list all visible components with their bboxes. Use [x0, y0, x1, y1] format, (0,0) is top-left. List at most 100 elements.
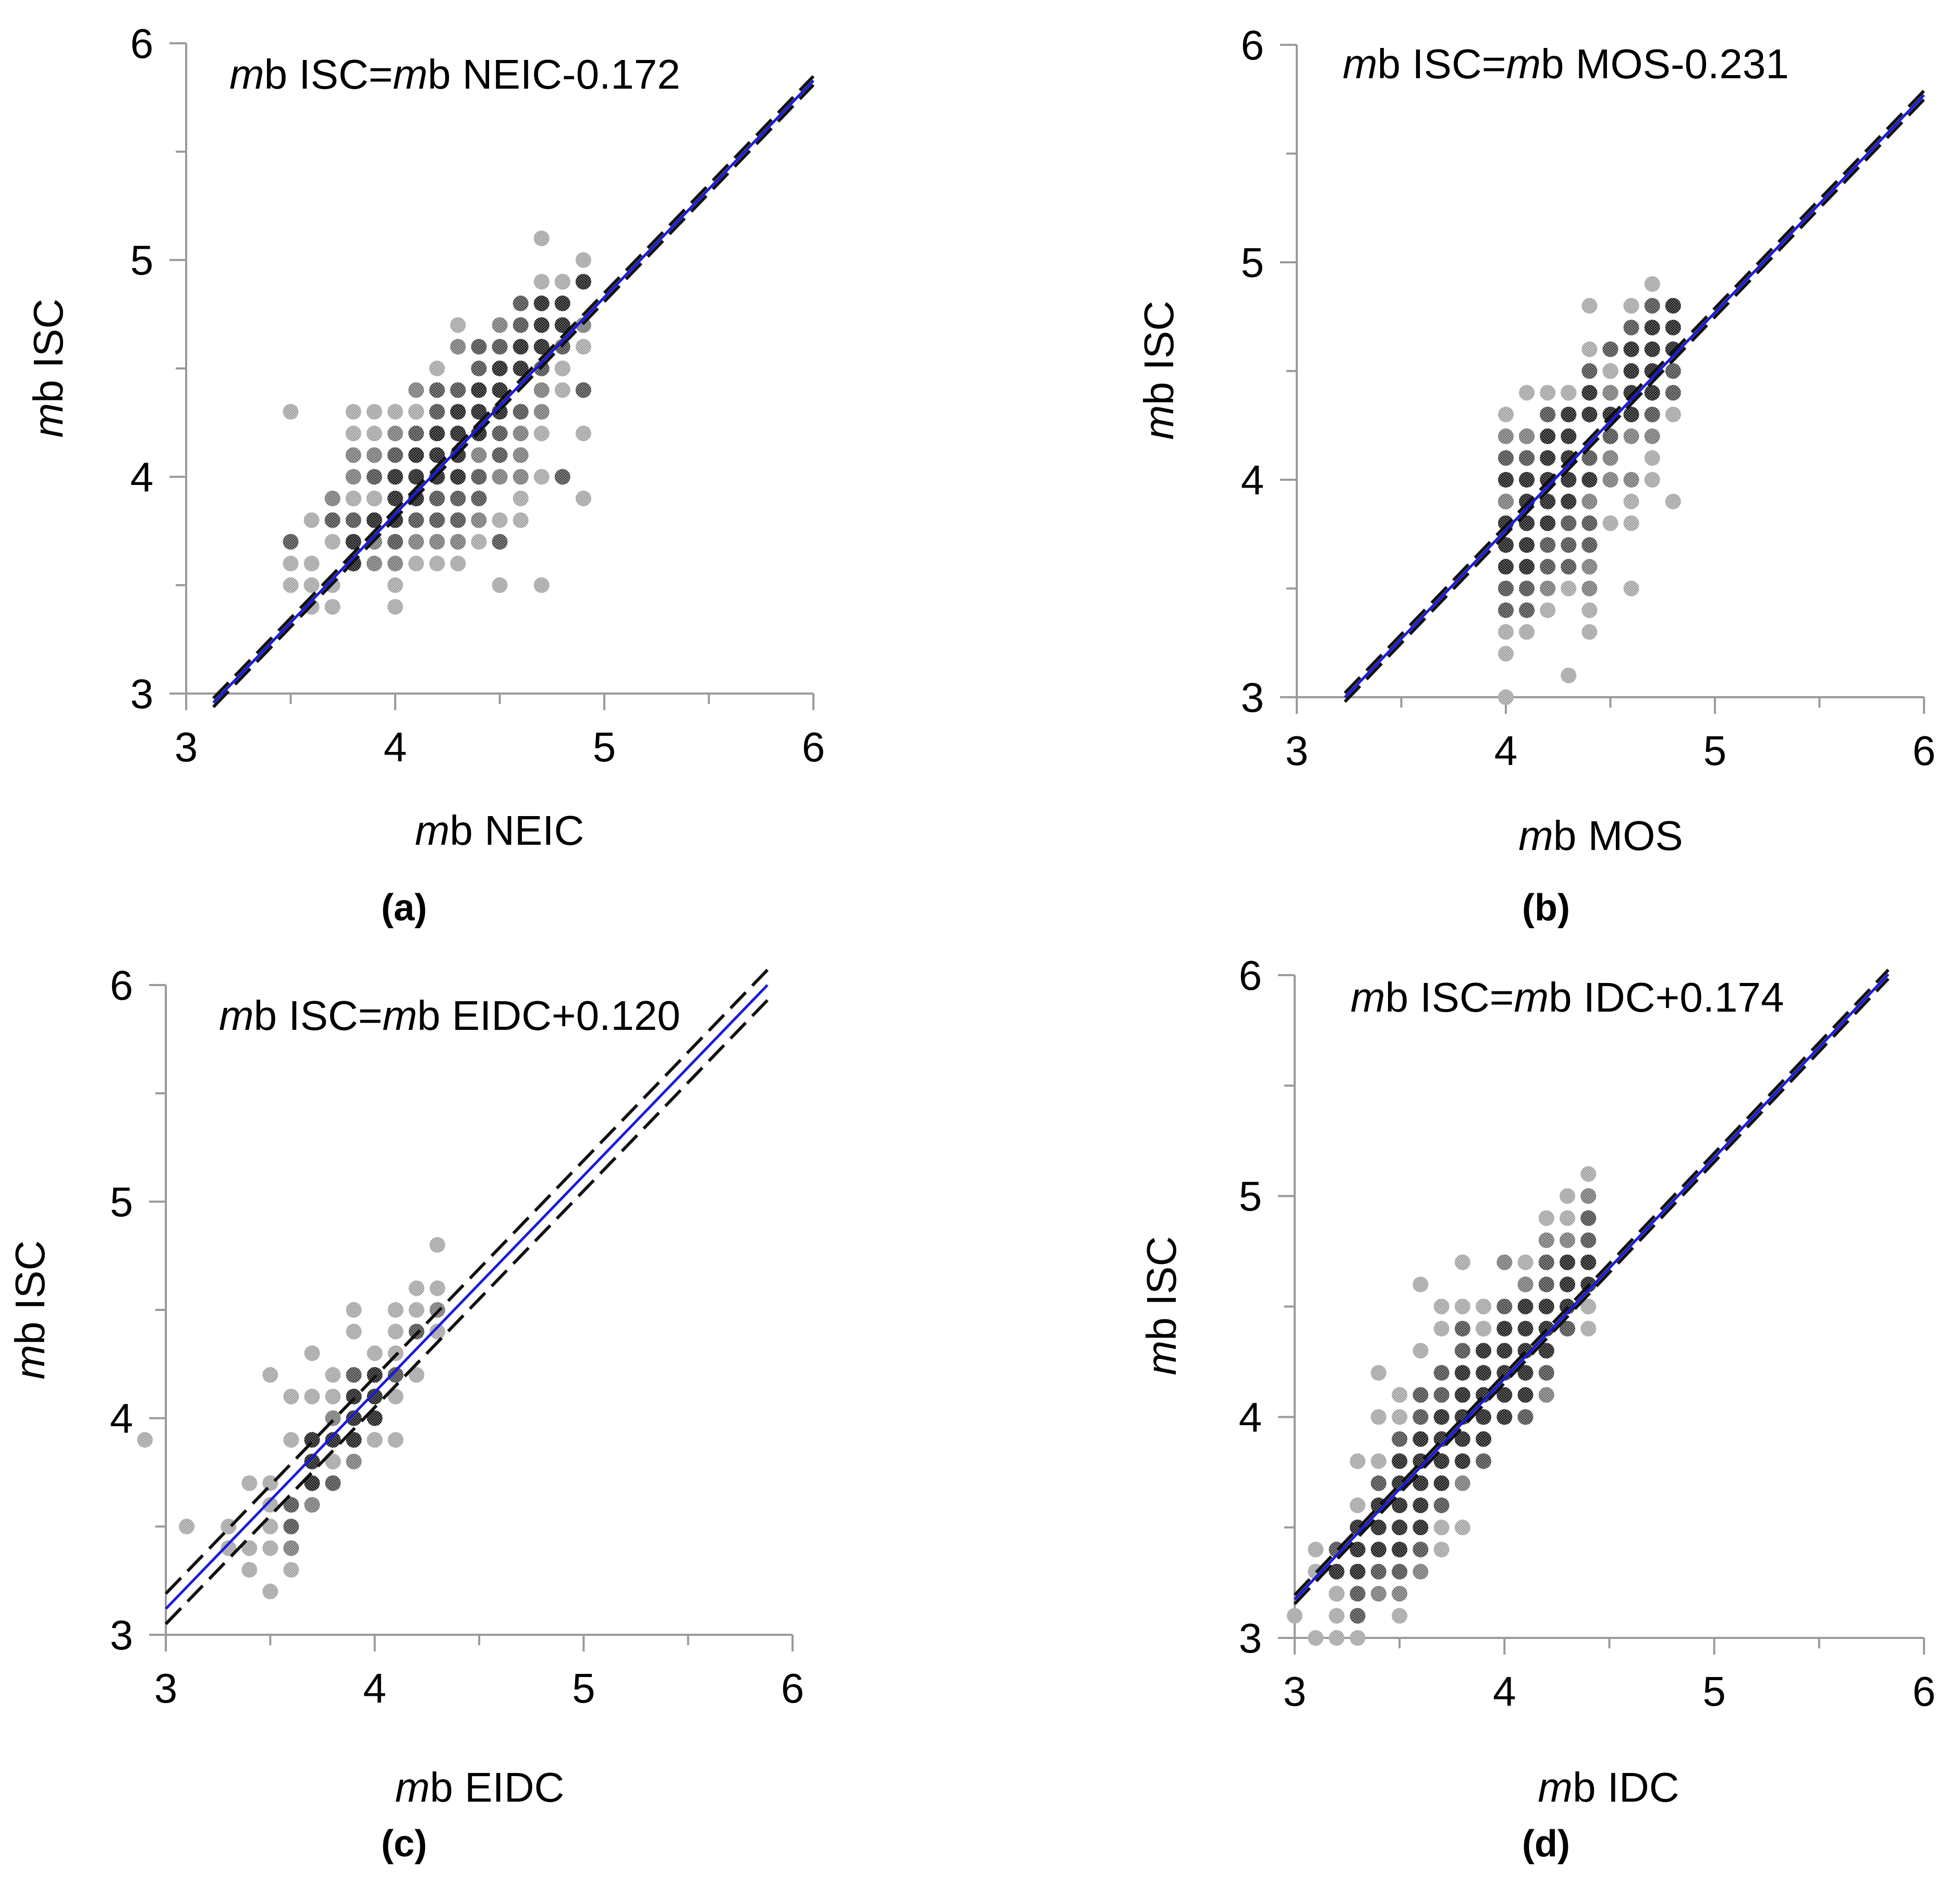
data-point-texture [471, 382, 487, 398]
data-point-texture [471, 534, 487, 550]
data-point-texture [387, 447, 403, 463]
data-point-texture [1602, 363, 1618, 379]
data-point-texture [554, 469, 570, 485]
data-point-texture [1581, 515, 1598, 531]
data-point-texture [1665, 298, 1681, 314]
regression-line [1344, 94, 1925, 699]
data-point-texture [1602, 341, 1618, 357]
data-point-texture [1623, 515, 1639, 531]
x-tick-label-a: 5 [593, 724, 616, 770]
data-point-texture [1581, 385, 1598, 401]
data-point-texture [1561, 667, 1577, 684]
data-point-texture [1581, 624, 1598, 640]
data-point-texture [471, 512, 487, 528]
data-point-texture [1413, 1431, 1429, 1447]
data-point-texture [1370, 1563, 1386, 1580]
data-point-texture [1349, 1541, 1366, 1558]
data-point-texture [1581, 537, 1598, 553]
scatter-panel-b: 3 4 5 6 3 4 5 6 mb ISC=mb MOS-0.231 mb MOS mb I… [1136, 22, 1935, 929]
data-point-texture [1392, 1431, 1408, 1447]
data-point-texture [1644, 428, 1660, 444]
data-point-texture [1433, 1475, 1450, 1491]
x-tick-label-a: 6 [802, 724, 825, 770]
data-point-texture [262, 1540, 278, 1556]
data-point-texture [262, 1583, 278, 1599]
y-tick-label-b: 5 [1241, 239, 1264, 286]
data-point-texture [1580, 1188, 1597, 1204]
confidence-band-line [1293, 968, 1890, 1596]
scatter-panel-a: 3 4 5 6 3 4 5 6 mb ISC=mb NEIC-0.172 mb NEIC mb… [25, 20, 825, 929]
data-point-texture [1623, 428, 1639, 444]
data-point-texture [324, 534, 340, 550]
data-point-texture [366, 404, 382, 420]
data-point-texture [1540, 450, 1556, 466]
data-point-texture [408, 1302, 424, 1318]
data-point-texture [1454, 1343, 1470, 1359]
data-point-texture [1581, 298, 1598, 314]
x-tick-label-b: 5 [1703, 727, 1727, 774]
data-point-texture [533, 577, 550, 593]
data-point-texture [1519, 450, 1535, 466]
data-point-texture [408, 382, 424, 398]
data-point-texture [408, 447, 424, 463]
data-point-texture [1433, 1520, 1450, 1536]
data-point-texture [533, 295, 550, 311]
axes-c: 3 4 5 6 3 4 5 6 [110, 962, 805, 1711]
data-point-texture [387, 490, 403, 506]
data-point-texture [283, 577, 299, 593]
data-point-texture [1561, 537, 1577, 553]
data-point-texture [1433, 1497, 1450, 1513]
data-point-texture [429, 490, 445, 506]
confidence-band-line [1344, 98, 1926, 703]
data-point-texture [1498, 602, 1514, 618]
data-point-texture [1413, 1387, 1429, 1403]
data-point-texture [1540, 385, 1556, 401]
confidence-band-line [212, 83, 815, 708]
data-point-texture [1498, 558, 1514, 575]
data-point-texture [345, 404, 361, 420]
data-point-texture [575, 426, 591, 442]
data-point-texture [346, 1323, 362, 1340]
data-point-texture [367, 1345, 383, 1362]
data-point-texture [1581, 602, 1598, 618]
data-point-texture [1623, 363, 1639, 379]
data-point-texture [554, 295, 570, 311]
data-point-texture [1538, 1387, 1554, 1403]
data-point-texture [1602, 428, 1618, 444]
y-tick-label-d: 5 [1239, 1173, 1262, 1220]
data-point-texture [1580, 1166, 1597, 1182]
data-point-texture [1349, 1497, 1366, 1513]
data-point-texture [1580, 1320, 1597, 1337]
y-axis-label-a: mb ISC [25, 299, 71, 438]
data-point-texture [1538, 1343, 1554, 1359]
data-point-texture [575, 382, 591, 398]
data-point-texture [283, 1562, 299, 1578]
data-point-texture [1498, 689, 1514, 705]
x-axis-label-c: mb EIDC [395, 1764, 565, 1811]
equation-b: mb ISC=mb MOS-0.231 [1343, 41, 1789, 87]
data-point-texture [1413, 1409, 1429, 1425]
data-point-texture [283, 534, 299, 550]
data-point-texture [533, 317, 550, 333]
data-point-texture [345, 447, 361, 463]
equation-a: mb ISC=mb NEIC-0.172 [229, 51, 680, 98]
data-point-texture [1308, 1541, 1324, 1558]
data-point-texture [1560, 1210, 1576, 1226]
data-point-texture [1454, 1520, 1470, 1536]
data-point-texture [346, 1410, 362, 1426]
data-point-texture [1496, 1254, 1513, 1270]
data-point-texture [179, 1518, 195, 1535]
points-c [137, 1237, 445, 1599]
data-point-texture [408, 469, 424, 485]
data-point-texture [1496, 1409, 1513, 1425]
data-point-texture [429, 1237, 445, 1253]
data-point-texture [1665, 406, 1681, 422]
data-point-texture [554, 317, 570, 333]
data-point-texture [1538, 1210, 1554, 1226]
confidence-band-line [1344, 89, 1926, 695]
data-point-texture [387, 469, 403, 485]
data-point-texture [513, 338, 529, 355]
x-tick-label-c: 5 [572, 1665, 595, 1711]
data-point-texture [345, 426, 361, 442]
data-point-texture [1623, 580, 1639, 597]
